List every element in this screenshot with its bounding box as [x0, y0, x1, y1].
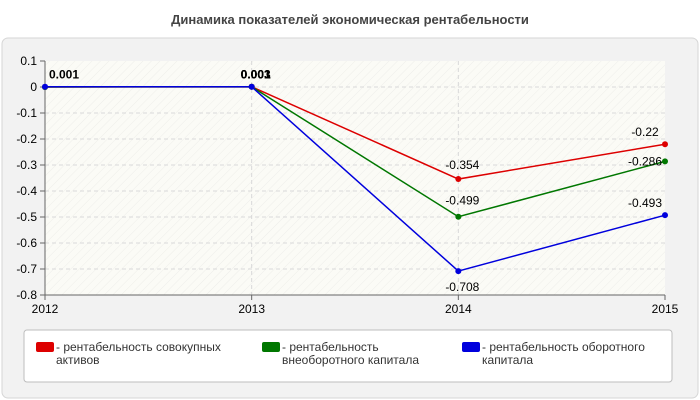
legend-label: - рентабельность — [282, 340, 379, 354]
chart-title: Динамика показателей экономическая рента… — [171, 12, 529, 27]
x-tick-label: 2013 — [238, 302, 265, 316]
y-tick-label: 0.1 — [20, 54, 37, 68]
y-tick-label: -0.8 — [16, 288, 37, 302]
data-label: 0.001 — [241, 68, 271, 82]
data-label: -0.286 — [628, 154, 662, 168]
data-point — [662, 158, 668, 165]
legend-label: активов — [56, 353, 100, 367]
legend-label: внеоборотного капитала — [282, 353, 419, 367]
data-point — [455, 176, 462, 183]
data-label: 0.001 — [241, 68, 271, 82]
axes: 0.1 0 -0.1 -0.2 -0.3 -0.4 -0.5 -0.6 -0.7 -0.82012… — [16, 54, 678, 316]
legend-label: - рентабельность оборотного — [482, 340, 645, 354]
data-label: 0.003 — [241, 68, 271, 82]
x-tick-label: 2015 — [652, 302, 679, 316]
legend-swatch — [462, 342, 480, 352]
data-label: -0.499 — [445, 194, 479, 208]
data-point — [662, 141, 668, 148]
data-point — [248, 83, 255, 90]
grid — [45, 61, 665, 295]
y-tick-label: -0.3 — [16, 158, 37, 172]
data-point — [455, 213, 462, 220]
data-label: -0.354 — [445, 158, 479, 172]
series-line — [45, 85, 666, 272]
y-tick-label: -0.4 — [16, 184, 37, 198]
series-layer — [42, 83, 668, 275]
legend — [23, 329, 673, 383]
y-tick-label: -0.1 — [16, 106, 37, 120]
y-tick-label: -0.5 — [16, 210, 37, 224]
x-tick-label: 2014 — [445, 302, 472, 316]
y-tick-label: 0 — [30, 80, 37, 94]
x-tick-label: 2012 — [32, 302, 59, 316]
y-tick-label: -0.6 — [16, 236, 37, 250]
data-point — [455, 268, 462, 275]
legend-swatch — [262, 342, 280, 352]
legend-swatch — [36, 342, 54, 352]
data-label: -0.22 — [631, 125, 659, 139]
y-tick-label: -0.2 — [16, 132, 37, 146]
data-label: 0.001 — [49, 68, 79, 82]
legend-label: капитала — [482, 353, 533, 367]
legend-label: - рентабельность совокупных — [56, 340, 221, 354]
data-point — [662, 212, 668, 219]
data-label: -0.708 — [445, 280, 479, 294]
data-label: -0.493 — [628, 196, 662, 210]
y-tick-label: -0.7 — [16, 262, 37, 276]
data-point — [42, 83, 48, 90]
